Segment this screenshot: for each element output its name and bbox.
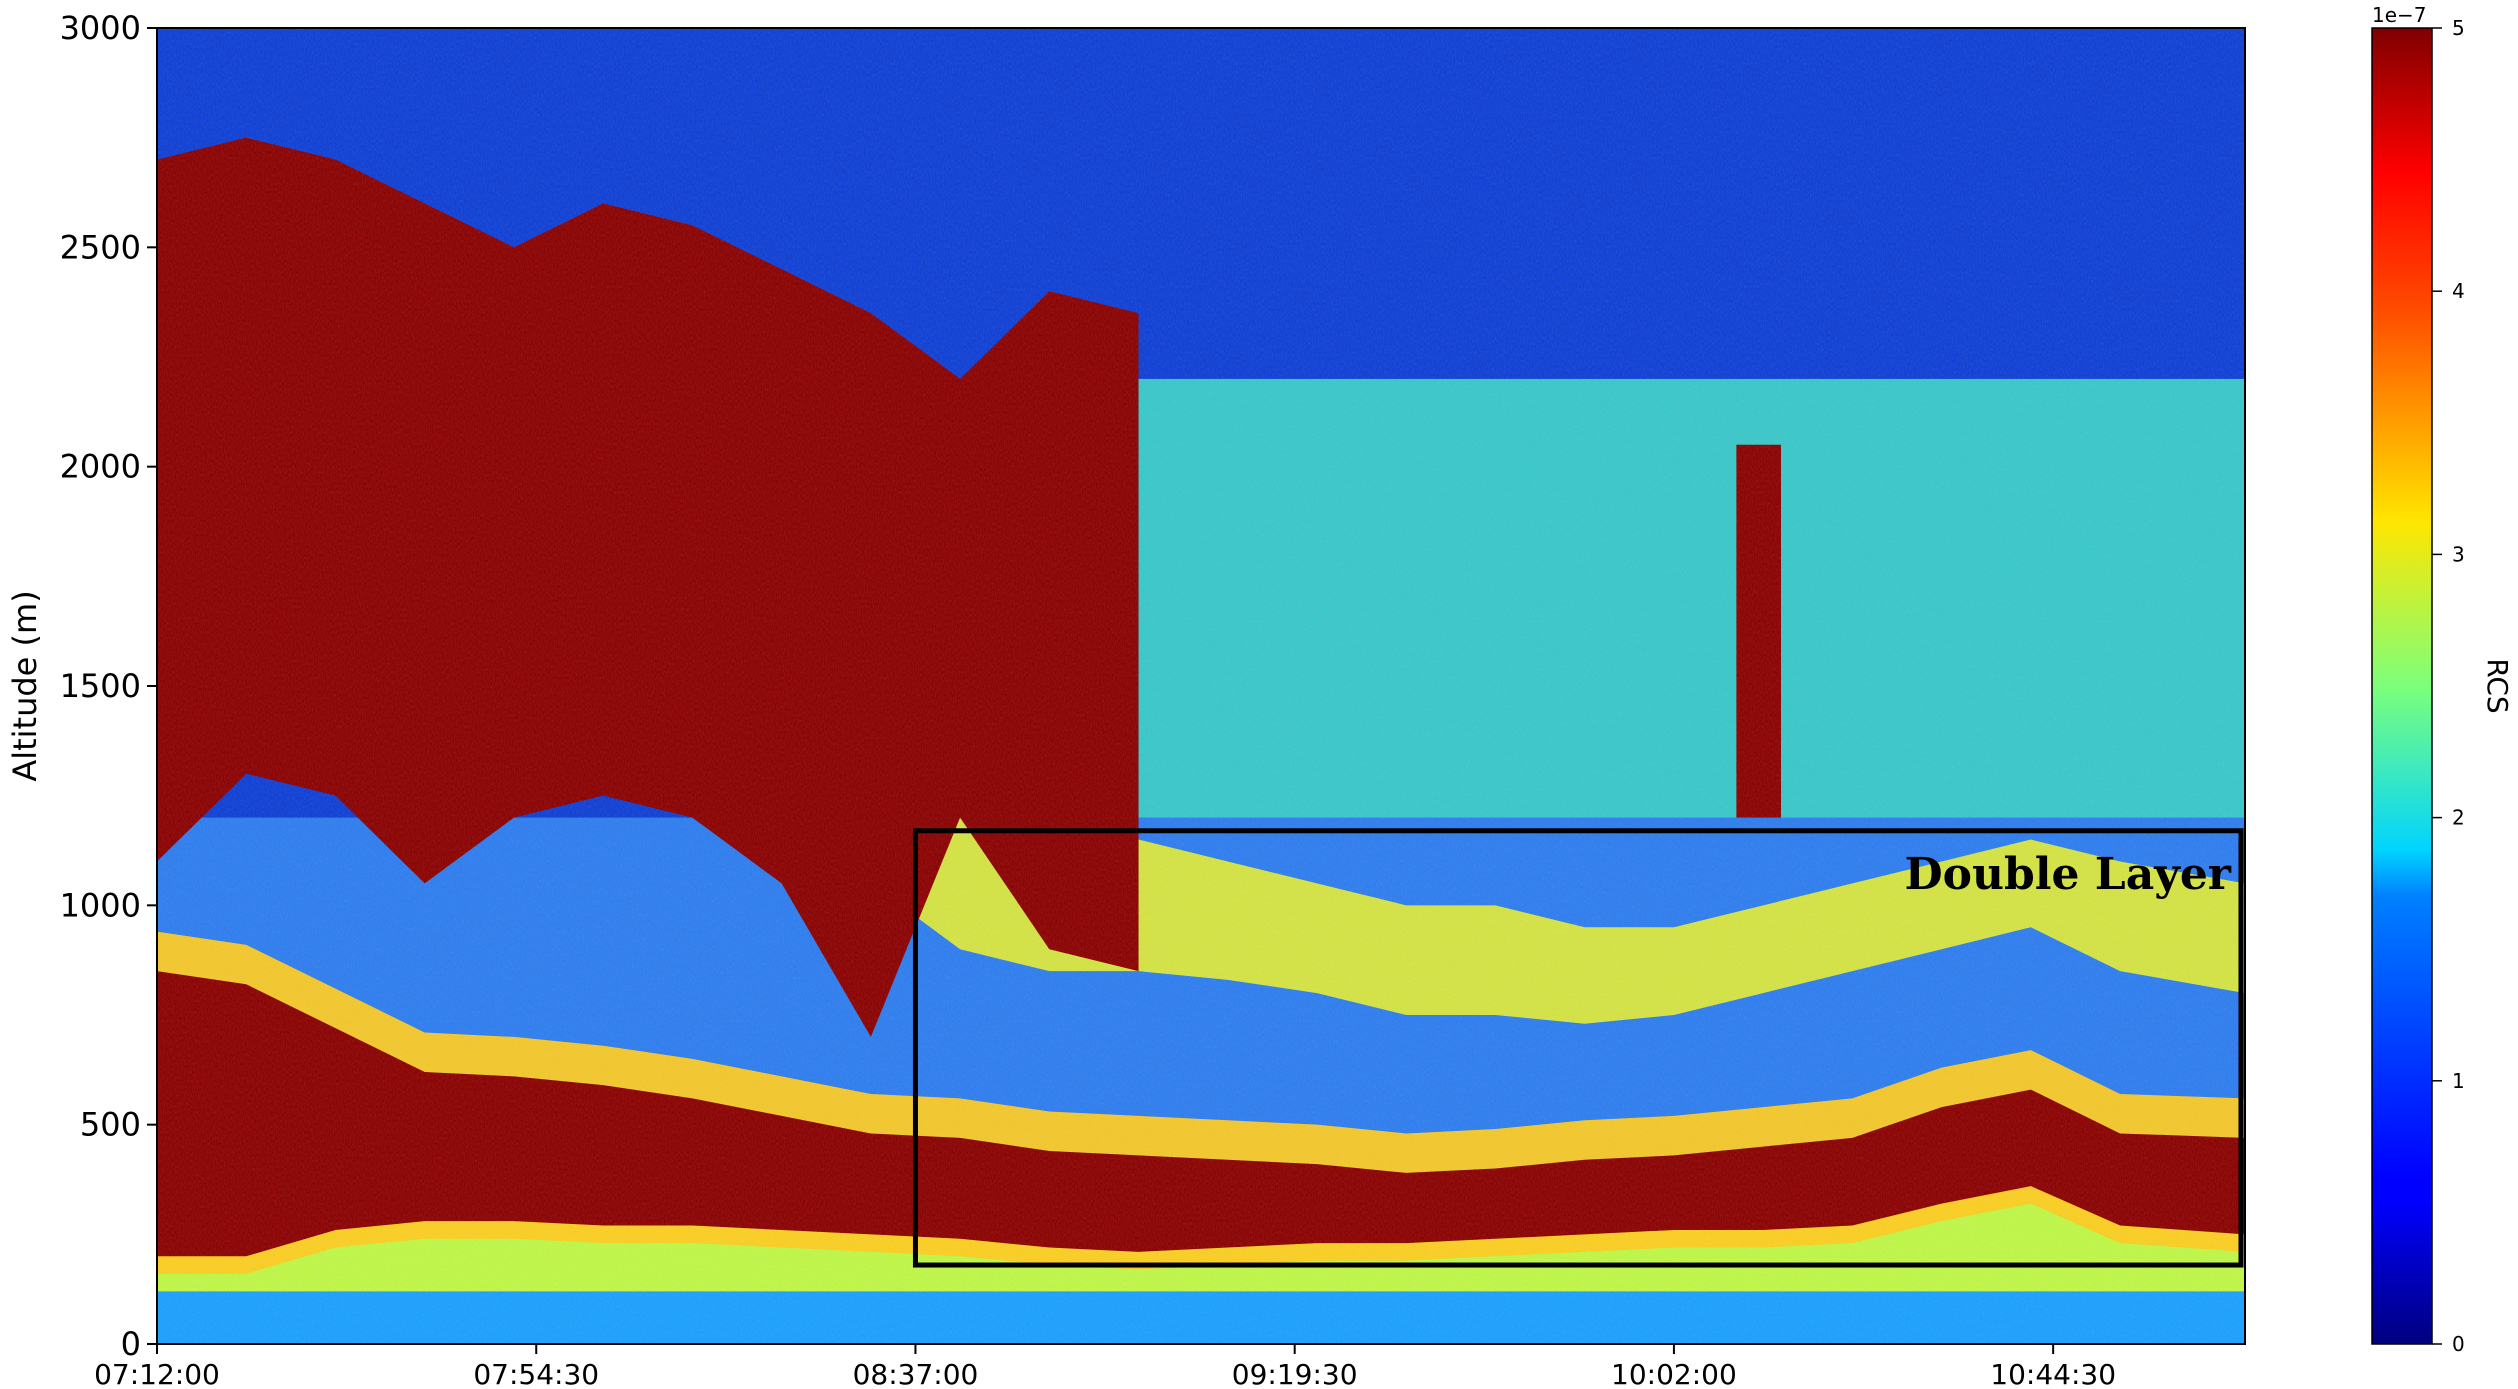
y-tick-label: 3000 [60, 9, 141, 47]
annotation-label: Double Layer [1905, 849, 2232, 900]
annotation-box [912, 828, 2244, 1268]
x-tick-label: 07:12:00 [94, 1358, 220, 1389]
colorbar-tick-label: 4 [2452, 279, 2465, 303]
y-axis-title: Altitude (m) [6, 590, 44, 781]
y-tick-label: 1000 [60, 886, 141, 924]
x-tick-label: 10:02:00 [1611, 1358, 1737, 1389]
y-tick-label: 2000 [60, 448, 141, 486]
y-tick-label: 0 [121, 1325, 141, 1363]
colorbar-gradient [2371, 27, 2433, 1345]
colorbar-multiplier: 1e−7 [2372, 3, 2427, 27]
colorbar-tick-label: 0 [2452, 1332, 2465, 1356]
colorbar-tick-label: 5 [2452, 16, 2465, 40]
x-axis: 07:12:00 07:54:30 08:37:00 09:19:30 10:02:00… [94, 1344, 2116, 1389]
y-tick-label: 1500 [60, 667, 141, 705]
colorbar-tick-label: 2 [2452, 806, 2465, 830]
colorbar-label: RCS [2481, 658, 2514, 713]
y-tick-label: 500 [80, 1106, 141, 1144]
y-axis: 0 500 1000 1500 2000 2500 3000 [60, 9, 157, 1363]
plot-area [157, 28, 2245, 1344]
speckle-noise [157, 28, 2245, 1344]
colorbar-tick-label: 3 [2452, 542, 2465, 566]
colorbar-tick-label: 1 [2452, 1069, 2465, 1093]
x-tick-label: 08:37:00 [853, 1358, 979, 1389]
x-tick-label: 10:44:30 [1990, 1358, 2116, 1389]
y-tick-label: 2500 [60, 228, 141, 266]
colorbar: 1e−7 0 1 2 3 4 5 RCS [2371, 3, 2514, 1356]
x-tick-label: 09:19:30 [1232, 1358, 1358, 1389]
x-tick-label: 07:54:30 [473, 1358, 599, 1389]
